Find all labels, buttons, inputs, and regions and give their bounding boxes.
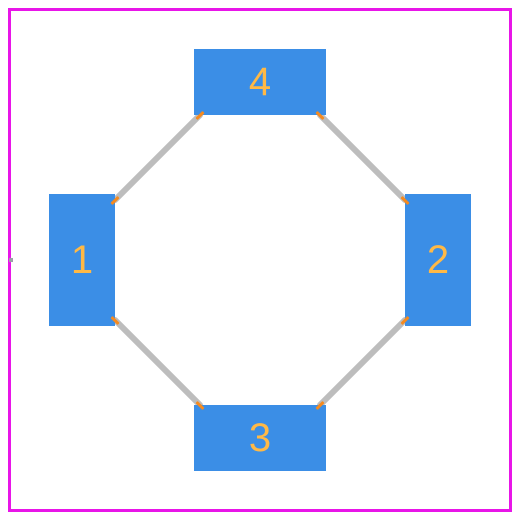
pad-label: 3 (249, 418, 271, 458)
pad-4: 4 (194, 49, 326, 115)
pad-label: 2 (427, 240, 449, 280)
pin1-marker-icon (9, 258, 13, 262)
footprint-diagram: 1 2 3 4 (0, 0, 520, 520)
pad-label: 4 (249, 62, 271, 102)
trace-line (320, 115, 405, 200)
trace-line (115, 115, 200, 200)
trace-line (115, 320, 200, 405)
pad-1: 1 (49, 194, 115, 326)
pad-label: 1 (71, 240, 93, 280)
pad-2: 2 (405, 194, 471, 326)
pad-3: 3 (194, 405, 326, 471)
trace-line (320, 320, 405, 405)
